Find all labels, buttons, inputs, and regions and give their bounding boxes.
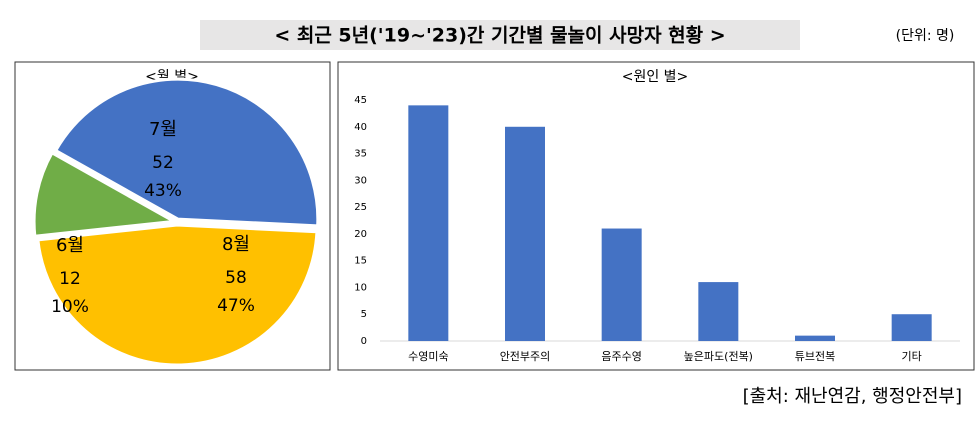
y-tick-label: 0 [361,336,367,347]
bar [795,335,835,341]
x-tick-label: 튜브전복 [795,350,835,363]
y-tick-label: 30 [354,175,367,186]
pie-slice [53,77,320,228]
chart-title: <원인 별> [622,69,689,85]
y-tick-label: 5 [361,309,367,320]
source: [출처: 재난연감, 행정안전부] [743,386,962,407]
bar [698,282,739,341]
y-tick-label: 45 [354,95,367,106]
slice-percent: 43% [144,181,182,201]
x-tick-label: 음주수영 [601,350,641,363]
y-tick-label: 40 [354,122,367,133]
bar-frame [337,61,975,371]
y-tick-label: 35 [354,149,367,160]
slice-percent: 10% [51,297,89,317]
y-tick-label: 15 [354,256,367,267]
unit: (단위: 명) [896,28,955,44]
x-tick-label: 수영미숙 [408,350,448,363]
slice-value: 12 [59,269,81,289]
pie-slice [36,223,319,367]
x-tick-label: 안전부주의 [500,350,551,363]
bar [891,314,932,341]
pie-frame [14,61,331,371]
title-highlight [200,20,800,50]
x-tick-label: 높은파도(전복) [684,350,753,363]
slice-label: 7월 [149,119,177,140]
y-tick-label: 25 [354,202,367,213]
y-tick-label: 10 [354,282,367,293]
slice-value: 52 [152,153,174,173]
bar [505,126,545,342]
bar [601,228,642,341]
slice-label: 8월 [222,234,250,255]
slice-value: 58 [225,268,247,288]
bar [408,105,449,341]
slice-percent: 47% [217,296,255,316]
slice-label: 6월 [56,235,84,256]
y-tick-label: 20 [354,229,367,240]
x-tick-label: 기타 [902,350,922,363]
pie-slice [32,150,179,238]
page-title: < 최근 5년('19~'23)간 기간별 물놀이 사망자 현황 > [274,24,725,47]
